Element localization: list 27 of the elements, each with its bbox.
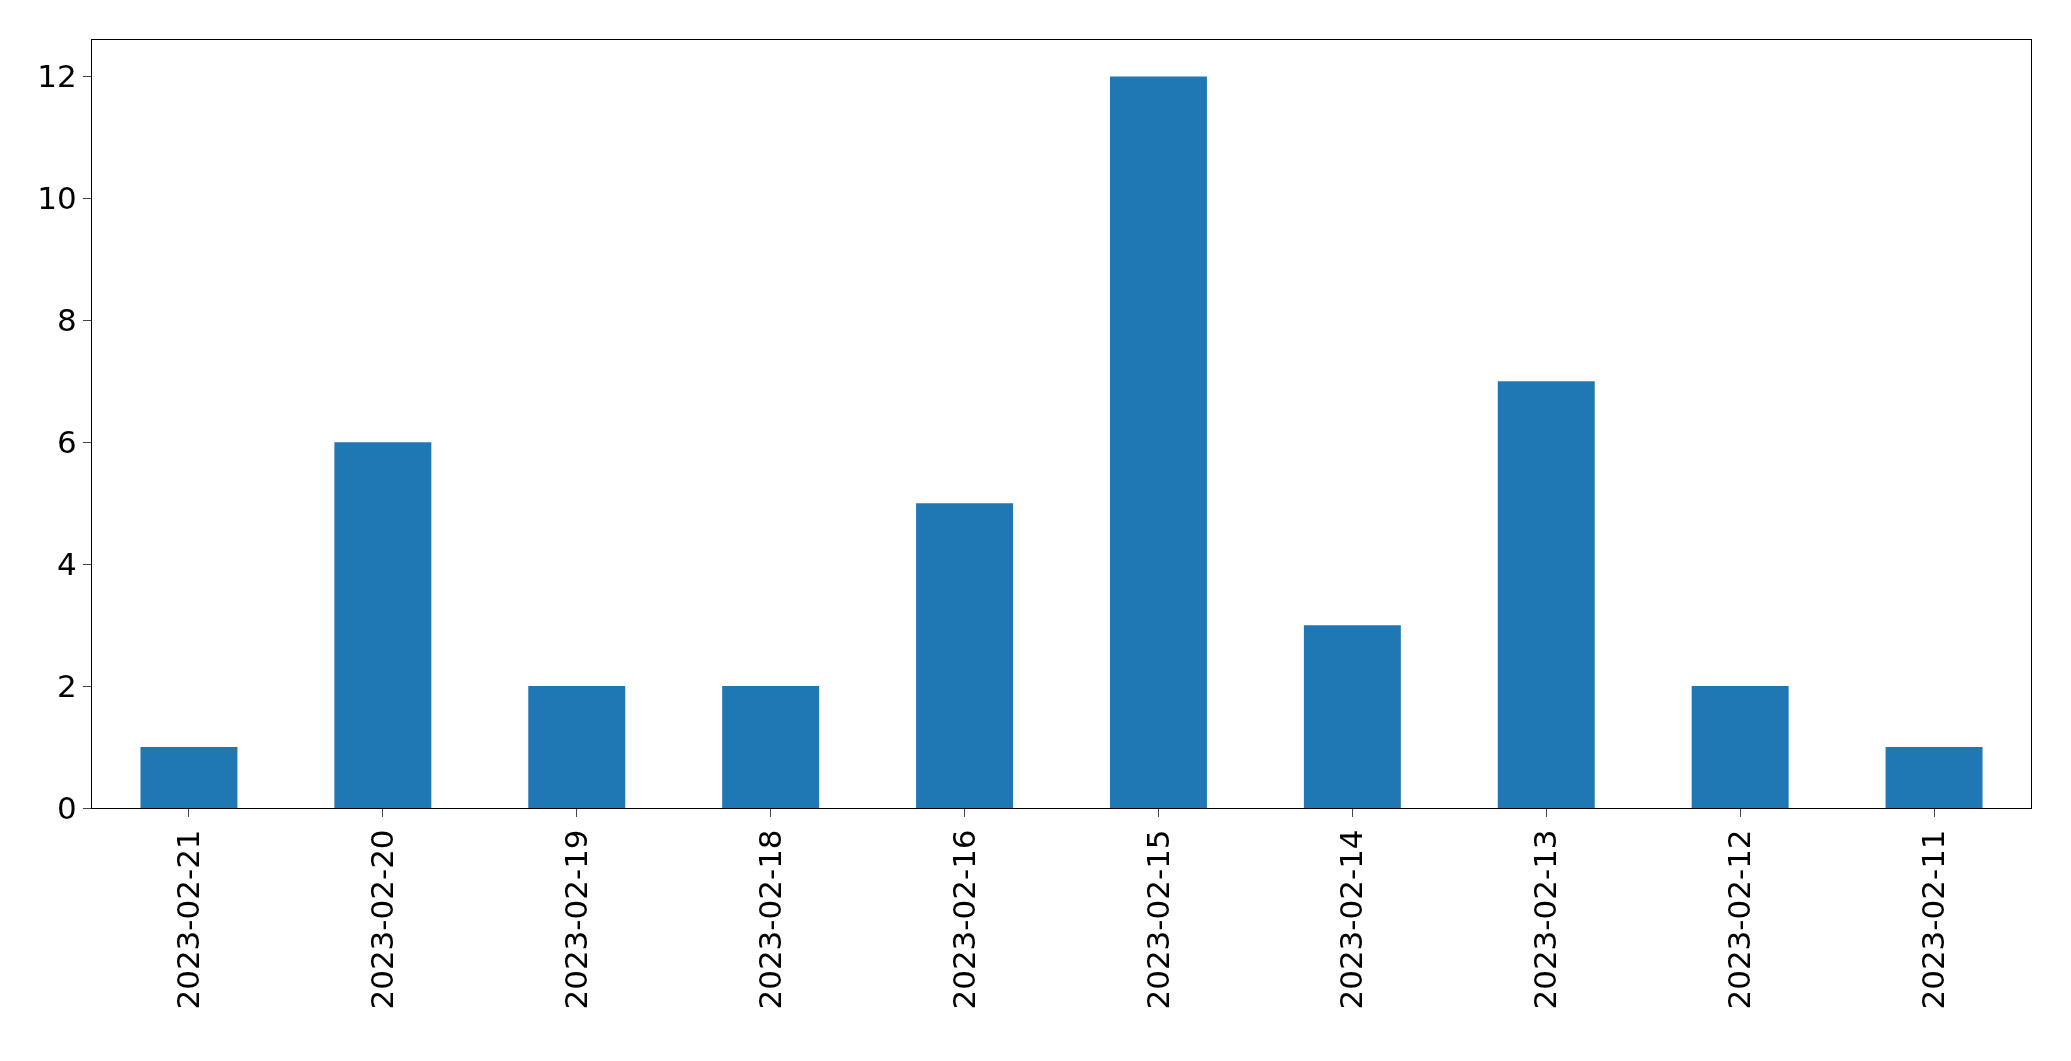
x-tick-label: 2023-02-16 [945, 829, 982, 1010]
bar [1109, 76, 1207, 808]
bar [1497, 381, 1595, 808]
bar [916, 503, 1014, 808]
x-tick-label: 2023-02-21 [170, 829, 207, 1010]
x-tick-label: 2023-02-14 [1333, 829, 1370, 1010]
x-tick-label: 2023-02-15 [1139, 829, 1176, 1010]
bar [528, 686, 626, 808]
y-tick-label: 6 [57, 424, 77, 461]
x-tick-label: 2023-02-13 [1527, 829, 1564, 1010]
bar [1691, 686, 1789, 808]
x-tick-label: 2023-02-20 [363, 829, 400, 1010]
x-tick-label: 2023-02-19 [557, 829, 594, 1010]
y-tick-label: 0 [57, 789, 77, 826]
bar [1303, 625, 1401, 808]
y-tick-label: 2 [57, 667, 77, 704]
y-tick-label: 4 [57, 546, 77, 583]
bar [1885, 747, 1983, 808]
x-tick-label: 2023-02-12 [1721, 829, 1758, 1010]
bar [334, 442, 432, 808]
x-tick-label: 2023-02-11 [1915, 829, 1952, 1010]
bar [140, 747, 238, 808]
x-tick-label: 2023-02-18 [751, 829, 788, 1010]
y-tick-label: 10 [37, 180, 77, 217]
bar [722, 686, 820, 808]
y-tick-label: 12 [37, 58, 77, 95]
y-tick-label: 8 [57, 302, 77, 339]
